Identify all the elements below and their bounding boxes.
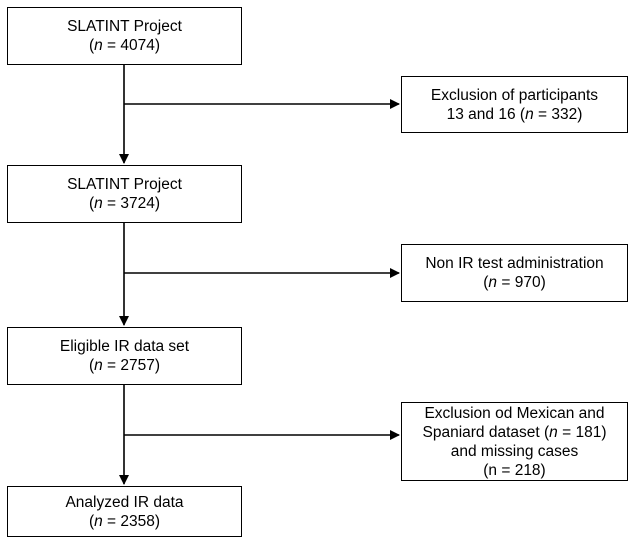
box-analyzed-ir-data: Analyzed IR data (n = 2358) <box>7 486 242 537</box>
box-exclusion-mexican-spaniard: Exclusion od Mexican and Spaniard datase… <box>401 402 628 481</box>
box-non-ir-test-administration: Non IR test administration (n = 970) <box>401 244 628 302</box>
side-box-line: Non IR test administration <box>425 255 604 272</box>
box-slatint-project-after-exclusion: SLATINT Project (n = 3724) <box>7 165 242 223</box>
box-count: (n = 4074) <box>88 37 161 54</box>
side-box-count: (n = 970) <box>483 274 546 291</box>
box-title: Analyzed IR data <box>65 493 184 511</box>
box-exclusion-participants: Exclusion of participants 13 and 16 (n =… <box>401 76 628 133</box>
box-slatint-project-initial: SLATINT Project (n = 4074) <box>7 7 242 65</box>
box-count: (n = 3724) <box>88 195 161 212</box>
box-count: (n = 2358) <box>88 512 161 530</box>
side-box-line: and missing cases <box>450 442 579 460</box>
box-title: SLATINT Project <box>67 176 182 193</box>
side-box-line: (n = 218) <box>483 461 546 479</box>
box-title: SLATINT Project <box>67 18 182 35</box>
box-count: (n = 2757) <box>88 357 161 374</box>
side-box-line: Exclusion of participants <box>430 86 599 104</box>
box-title: Eligible IR data set <box>59 338 190 355</box>
side-box-line: Exclusion od Mexican and <box>424 404 605 422</box>
side-box-count: 13 and 16 (n = 332) <box>446 105 583 123</box>
box-eligible-ir-data-set: Eligible IR data set (n = 2757) <box>7 327 242 385</box>
side-box-count: Spaniard dataset (n = 181) <box>422 423 607 441</box>
